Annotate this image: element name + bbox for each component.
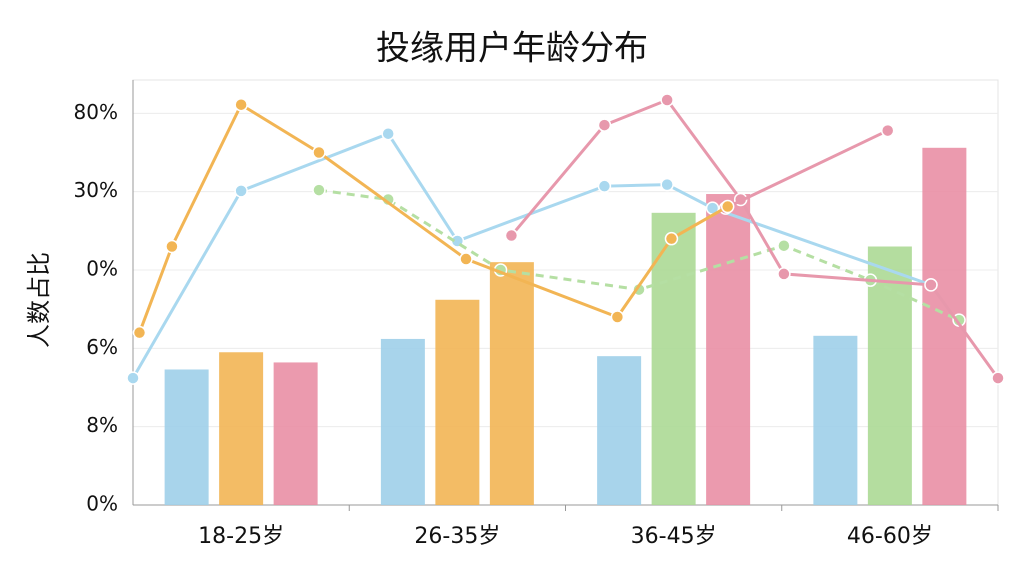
- bar: [651, 212, 696, 506]
- y-tick-label: 0%: [86, 257, 118, 281]
- bar: [706, 194, 751, 505]
- trend-line: [138, 102, 729, 334]
- bar: [164, 369, 209, 505]
- trend-point: [610, 310, 625, 324]
- trend-line: [724, 129, 889, 210]
- bar: [597, 356, 642, 505]
- trend-point: [880, 123, 895, 138]
- chart-title: 投缘用户年龄分布: [376, 29, 648, 69]
- trend-point: [924, 278, 938, 292]
- trend-point: [381, 126, 395, 141]
- trend-line: [318, 188, 960, 322]
- x-tick-label: 26-35岁: [414, 524, 500, 549]
- trend-point: [132, 325, 147, 340]
- trend-point: [660, 177, 674, 192]
- trend-point: [234, 97, 248, 112]
- trend-point: [312, 145, 326, 160]
- trend-point: [597, 118, 612, 132]
- bar: [380, 338, 425, 505]
- x-tick-label: 18-25岁: [198, 524, 284, 549]
- y-tick-label: 30%: [74, 178, 118, 202]
- y-tick-label: 8%: [86, 413, 118, 437]
- trend-point: [777, 238, 791, 253]
- trend-point: [165, 239, 179, 254]
- trend-point: [660, 93, 674, 107]
- trend-point: [720, 199, 735, 214]
- trend-point: [664, 231, 679, 246]
- trend-point: [597, 179, 612, 193]
- y-axis-label: 人数占比: [25, 252, 53, 348]
- x-tick-label: 46-60岁: [847, 524, 933, 549]
- trend-point: [777, 267, 791, 281]
- y-tick-label: 80%: [74, 100, 118, 124]
- x-tick-label: 36-45岁: [631, 524, 717, 549]
- y-tick-label: 6%: [86, 335, 118, 359]
- bar: [489, 262, 534, 505]
- trend-point: [459, 252, 473, 266]
- bar: [273, 362, 318, 505]
- bar: [219, 352, 264, 505]
- bar: [813, 335, 858, 505]
- trend-point: [991, 371, 1005, 385]
- trend-point: [126, 371, 140, 385]
- trend-point: [234, 184, 248, 198]
- trend-point: [312, 183, 326, 197]
- bar: [435, 299, 480, 505]
- y-tick-label: 0%: [86, 492, 118, 516]
- trend-point: [504, 228, 519, 243]
